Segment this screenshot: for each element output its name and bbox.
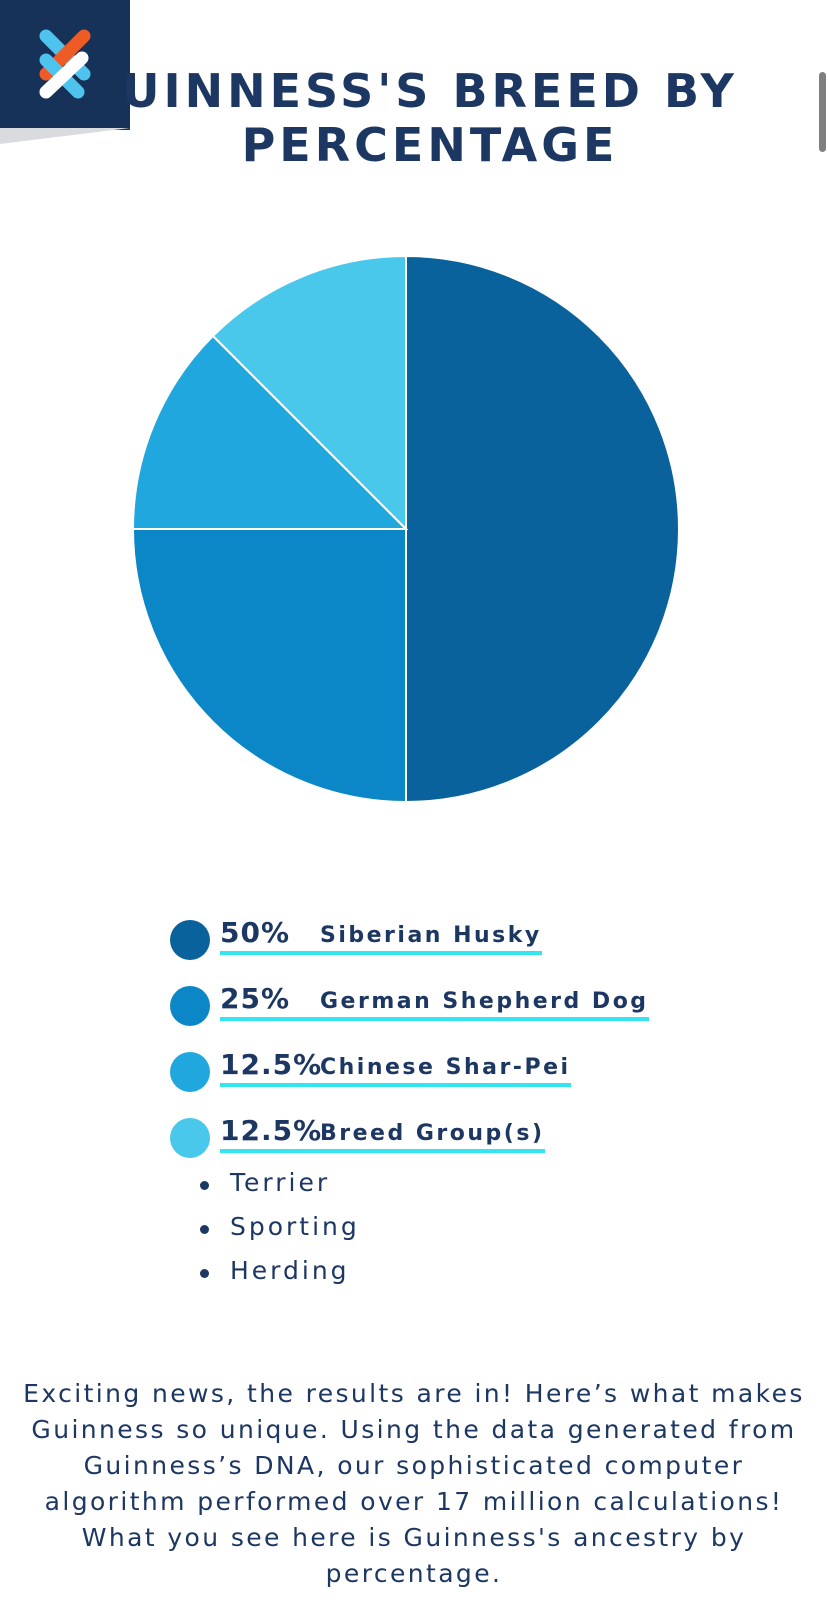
scrollbar[interactable] <box>819 72 826 152</box>
pie-slice-siberian-husky <box>405 254 680 804</box>
breed-group-item: Herding <box>196 1256 360 1300</box>
legend-swatch-german-shepherd-dog <box>170 986 210 1026</box>
logo-shadow <box>0 128 130 144</box>
brand-logo[interactable] <box>0 0 130 130</box>
legend-label: Siberian Husky <box>320 923 542 948</box>
legend-swatch-breed-groups <box>170 1118 210 1158</box>
pie-slice-breed-group-s <box>211 254 407 532</box>
legend-percentage: 50% <box>220 916 291 949</box>
legend-label: Chinese Shar-Pei <box>320 1055 571 1080</box>
breed-group-list: Terrier Sporting Herding <box>196 1168 360 1300</box>
results-description: Exciting news, the results are in! Here’… <box>23 1379 805 1588</box>
crossed-strands-logo-icon <box>39 29 91 99</box>
page-title: UINNESS'S BREED BY PERCENTAGE <box>122 64 738 172</box>
legend-link-breed-groups[interactable]: 12.5%Breed Group(s) <box>220 1114 545 1153</box>
pie-slice-german-shepherd-dog <box>131 528 407 804</box>
legend-swatch-chinese-shar-pei <box>170 1052 210 1092</box>
legend-link-german-shepherd-dog[interactable]: 25% German Shepherd Dog <box>220 982 649 1021</box>
legend-percentage: 12.5% <box>220 1048 323 1081</box>
legend-link-chinese-shar-pei[interactable]: 12.5%Chinese Shar-Pei <box>220 1048 571 1087</box>
legend-link-siberian-husky[interactable]: 50% Siberian Husky <box>220 916 542 955</box>
legend-percentage: 12.5% <box>220 1114 323 1147</box>
legend-swatch-siberian-husky <box>170 920 210 960</box>
breed-group-item: Sporting <box>196 1212 360 1256</box>
breed-group-item: Terrier <box>196 1168 360 1212</box>
legend-label: German Shepherd Dog <box>320 989 649 1014</box>
legend-percentage: 25% <box>220 982 291 1015</box>
legend-label: Breed Group(s) <box>320 1121 545 1146</box>
pie-slice-chinese-shar-pei <box>131 334 409 530</box>
breed-pie-chart <box>131 254 680 804</box>
